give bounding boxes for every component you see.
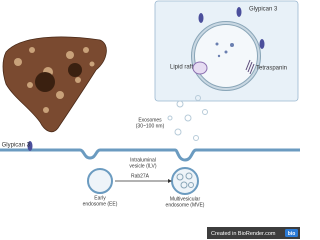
footer-badge [285,229,298,237]
lipid-raft-label: Lipid raft [170,65,193,71]
inset-glypican-label: Glypican 3 [249,7,278,13]
glypican-icons [198,7,265,49]
mve-label: Multivesicular [170,196,201,202]
footer-text: Created in BioRender.com [211,231,276,237]
exosome-membrane [192,22,260,90]
ilv-label: Intraluminal [130,157,156,163]
diagram: Glypican 3 Lipid raft Tetraspanin Glypic… [0,0,300,239]
arrowhead [168,179,172,183]
footer-bar [207,227,300,239]
footer-badge-text: bio [288,231,296,237]
mve-label: endosome (MVE) [166,202,205,208]
cargo [215,42,234,58]
exosomes-size: (30~100 nm) [136,123,165,129]
glypican-label: Glypican 3 [2,143,31,149]
ilv-label: vesicle (ILV) [129,163,156,169]
exosomes-label: Exosomes [138,117,162,123]
cell-membrane [0,148,300,162]
tetraspanin-icon [245,59,255,75]
liver-lesion [35,72,55,92]
glypican-icon [27,141,33,151]
rab-label: Rab27A [131,173,150,179]
lipid-raft [192,61,208,75]
mve [171,167,199,195]
early-endosome [87,168,113,194]
liver-lesion [68,63,82,77]
ee-label: endosome (EE) [83,201,118,207]
ilvs [176,172,194,189]
exosomes-released [167,95,208,141]
tetraspanin-label: Tetraspanin [256,66,287,72]
ee-label: Early [94,195,106,201]
